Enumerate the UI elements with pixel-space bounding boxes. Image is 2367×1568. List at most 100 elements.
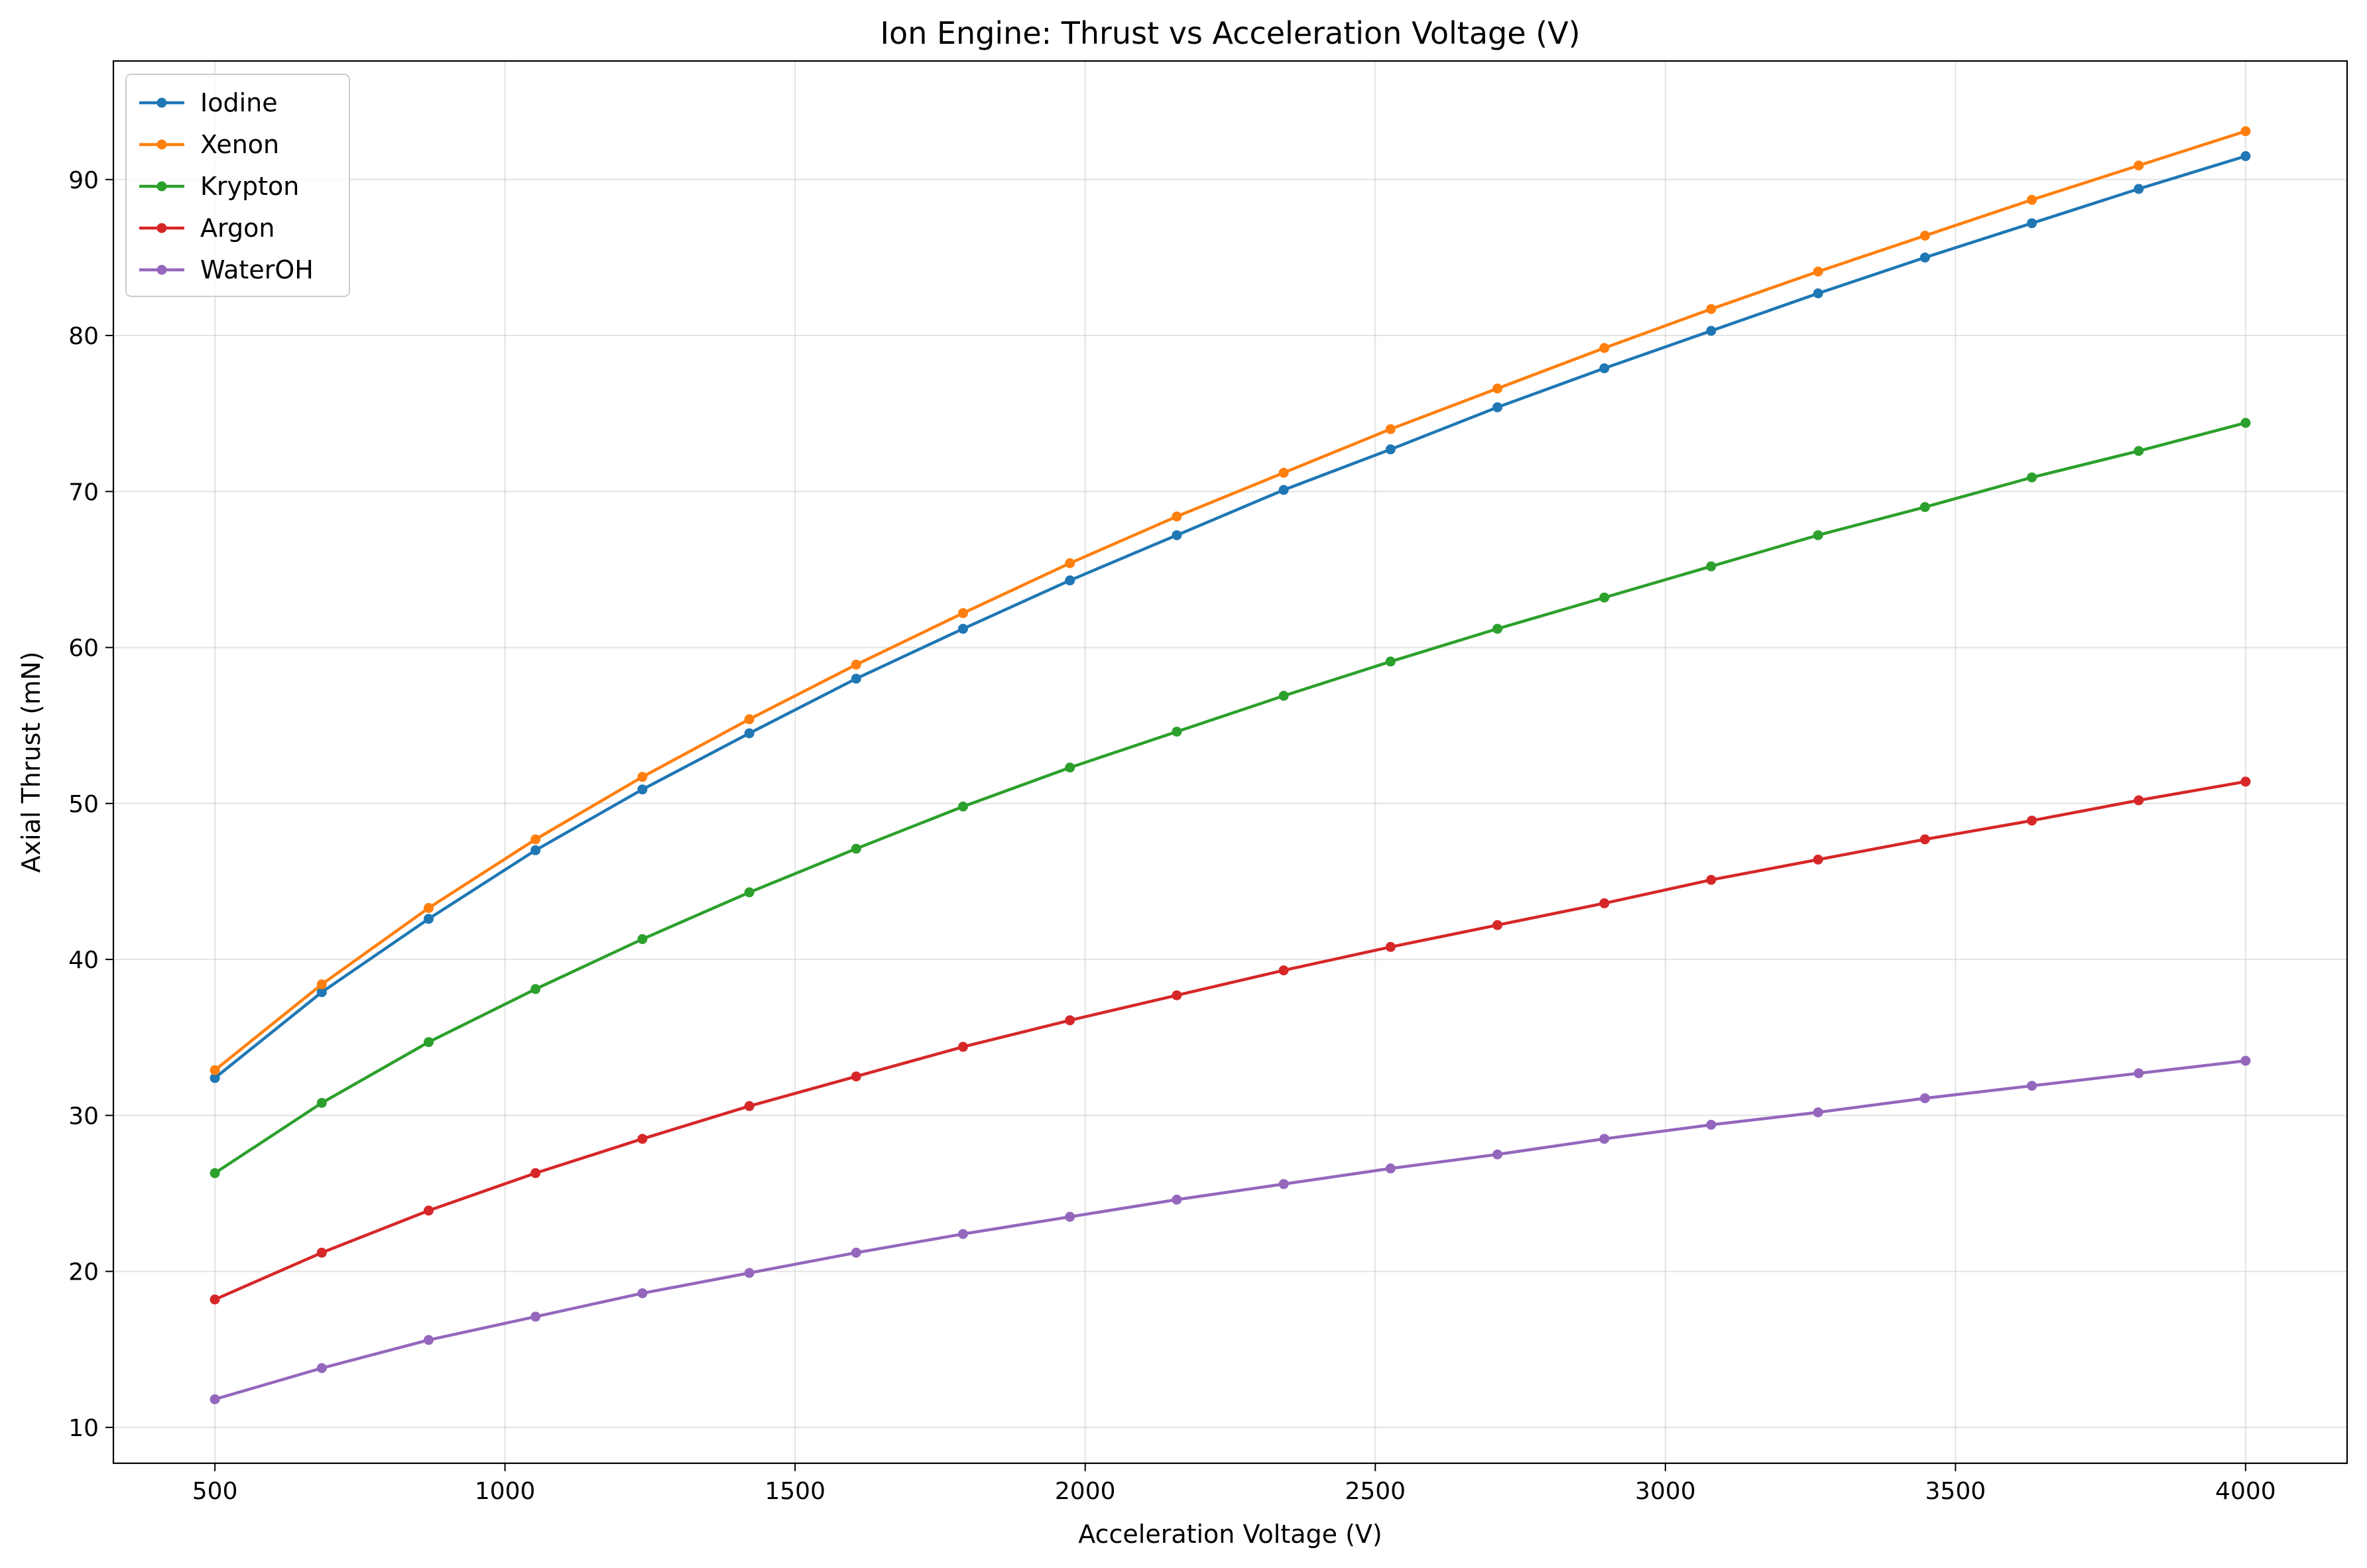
data-point-xenon — [1706, 304, 1717, 314]
legend-item-iodine: Iodine — [139, 88, 278, 117]
x-tick-label: 2500 — [1345, 1478, 1406, 1505]
data-point-xenon — [851, 660, 861, 670]
data-point-krypton — [1492, 623, 1502, 634]
data-point-wateroh — [958, 1229, 968, 1239]
data-point-argon — [1065, 1015, 1075, 1026]
data-point-krypton — [424, 1037, 434, 1048]
data-point-xenon — [1172, 511, 1182, 522]
data-point-iodine — [1813, 288, 1823, 298]
data-point-argon — [530, 1168, 541, 1178]
data-point-wateroh — [1278, 1179, 1289, 1189]
data-point-xenon — [637, 772, 648, 782]
data-point-iodine — [2134, 184, 2144, 194]
y-tick-label: 60 — [68, 635, 99, 662]
data-point-xenon — [2134, 160, 2144, 171]
data-point-argon — [2134, 795, 2144, 806]
legend-marker-argon — [156, 223, 167, 233]
data-point-wateroh — [1919, 1093, 1930, 1103]
data-point-xenon — [424, 903, 434, 913]
legend-label-wateroh: WaterOH — [200, 255, 314, 284]
y-tick-label: 70 — [68, 479, 99, 506]
y-tick-label: 50 — [68, 791, 99, 818]
series-line-xenon — [212, 129, 2248, 1073]
data-point-krypton — [637, 934, 648, 944]
data-point-argon — [637, 1134, 648, 1144]
data-point-krypton — [1385, 656, 1396, 667]
data-point-argon — [958, 1042, 968, 1052]
data-point-wateroh — [1385, 1163, 1396, 1174]
data-point-iodine — [1919, 252, 1930, 263]
legend-label-iodine: Iodine — [200, 88, 278, 117]
x-axis-title: Acceleration Voltage (V) — [1078, 1520, 1382, 1549]
legend-box — [125, 74, 350, 297]
y-axis-title: Axial Thrust (mN) — [17, 652, 46, 873]
plot-area-frame — [112, 60, 2348, 1465]
grid-lines — [113, 61, 2347, 1463]
data-point-xenon — [1385, 424, 1396, 434]
data-point-wateroh — [1599, 1134, 1610, 1144]
data-point-iodine — [851, 674, 861, 684]
data-point-wateroh — [1065, 1211, 1075, 1222]
data-point-krypton — [530, 984, 541, 995]
data-point-iodine — [1385, 444, 1396, 455]
data-point-xenon — [958, 608, 968, 619]
data-point-xenon — [1065, 558, 1075, 568]
data-point-wateroh — [637, 1288, 648, 1299]
data-point-iodine — [210, 1073, 220, 1083]
series-line-iodine — [212, 154, 2248, 1081]
data-point-argon — [210, 1294, 220, 1305]
data-point-krypton — [2027, 472, 2037, 483]
data-point-argon — [2027, 815, 2037, 826]
data-point-argon — [744, 1101, 755, 1111]
data-point-krypton — [1706, 561, 1717, 572]
data-point-iodine — [1065, 575, 1075, 585]
data-point-xenon — [316, 979, 327, 990]
data-point-krypton — [1065, 762, 1075, 773]
data-point-argon — [1813, 855, 1823, 865]
data-point-krypton — [1278, 691, 1289, 701]
series-line-wateroh — [213, 1059, 2248, 1402]
legend-item-wateroh: WaterOH — [139, 255, 314, 284]
legend-label-xenon: Xenon — [200, 130, 279, 159]
series-line-krypton — [212, 421, 2248, 1176]
legend-item-argon: Argon — [139, 213, 274, 243]
data-point-wateroh — [424, 1335, 434, 1345]
data-point-wateroh — [2240, 1055, 2251, 1066]
data-point-xenon — [2027, 194, 2037, 205]
data-point-krypton — [210, 1168, 220, 1178]
y-tick-label: 40 — [68, 947, 99, 974]
data-point-iodine — [2240, 151, 2251, 161]
data-point-krypton — [316, 1098, 327, 1108]
data-point-iodine — [424, 914, 434, 924]
data-point-krypton — [2134, 446, 2144, 456]
y-tick-label: 20 — [68, 1259, 99, 1286]
data-point-xenon — [1599, 343, 1610, 353]
series-wateroh — [210, 1055, 2251, 1404]
data-point-argon — [1385, 941, 1396, 952]
x-tick-label: 4000 — [2215, 1478, 2276, 1505]
series-layer — [210, 126, 2251, 1404]
data-point-krypton — [2240, 418, 2251, 428]
series-line-argon — [213, 780, 2248, 1301]
data-point-xenon — [2240, 126, 2251, 137]
data-point-argon — [1706, 874, 1717, 885]
y-tick-label: 10 — [68, 1415, 99, 1442]
data-point-wateroh — [1706, 1120, 1717, 1130]
data-point-wateroh — [2027, 1081, 2037, 1091]
data-point-wateroh — [851, 1247, 861, 1258]
x-tick-label: 2000 — [1055, 1478, 1116, 1505]
data-point-iodine — [2027, 218, 2037, 229]
data-point-wateroh — [1813, 1107, 1823, 1118]
data-point-argon — [851, 1071, 861, 1082]
data-point-xenon — [1813, 267, 1823, 277]
data-point-xenon — [210, 1065, 220, 1075]
data-point-wateroh — [1172, 1194, 1182, 1205]
legend-marker-iodine — [156, 97, 167, 108]
chart-title: Ion Engine: Thrust vs Acceleration Volta… — [880, 15, 1580, 51]
data-point-xenon — [744, 714, 755, 725]
data-point-iodine — [958, 623, 968, 634]
legend: Iodine Xenon Krypton Argon WaterOH — [125, 74, 350, 297]
legend-item-xenon: Xenon — [139, 130, 279, 159]
data-point-argon — [316, 1247, 327, 1258]
